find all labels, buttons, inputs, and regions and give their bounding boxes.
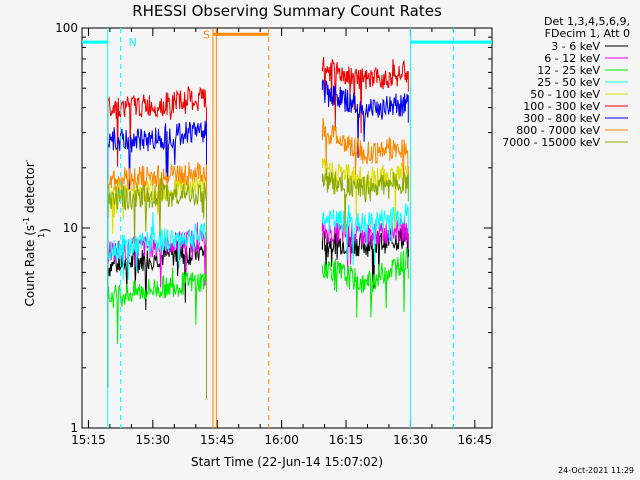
y-tick-label: 100 — [55, 21, 78, 35]
timestamp: 24-Oct-2021 11:29 — [558, 466, 634, 475]
legend-label-9: 7000 - 15000 keV — [502, 136, 600, 149]
x-tick-label: 15:30 — [136, 433, 171, 447]
legend-label-5: 50 - 100 keV — [530, 88, 600, 101]
saa-flag-label: S — [203, 28, 210, 41]
x-tick-label: 16:00 — [264, 433, 299, 447]
x-tick-label: 16:45 — [458, 433, 493, 447]
legend-header-2: FDecim 1, Att 0 — [545, 27, 630, 40]
series-line-3 — [107, 246, 409, 399]
legend-label-4: 25 - 50 keV — [537, 76, 600, 89]
y-axis-label-mid: detector — [23, 162, 37, 217]
night-flag-label: N — [129, 36, 137, 49]
x-tick-label: 16:15 — [329, 433, 364, 447]
series-line-7 — [107, 79, 409, 399]
legend-label-7: 300 - 800 keV — [523, 112, 600, 125]
x-tick-label: 15:45 — [200, 433, 235, 447]
x-tick-label: 16:30 — [393, 433, 428, 447]
legend-label-1: 3 - 6 keV — [551, 40, 600, 53]
y-tick-label: 10 — [63, 221, 78, 235]
x-tick-label: 15:15 — [71, 433, 106, 447]
x-axis-label: Start Time (22-Jun-14 15:07:02) — [191, 455, 383, 469]
series-line-4 — [107, 203, 409, 399]
legend-label-6: 100 - 300 keV — [523, 100, 600, 113]
series-line-9 — [107, 167, 409, 399]
y-axis-label: Count Rate (s-1 detector-1) — [22, 158, 52, 308]
legend-label-8: 800 - 7000 keV — [516, 124, 600, 137]
series-line-6 — [107, 56, 409, 399]
y-tick-label: 1 — [70, 421, 78, 435]
chart-title: RHESSI Observing Summary Count Rates — [132, 2, 442, 20]
legend-label-3: 12 - 25 keV — [537, 64, 600, 77]
legend-label-2: 6 - 12 keV — [544, 52, 600, 65]
plot-frame — [81, 27, 493, 429]
y-axis-label-main: Count Rate (s — [23, 224, 37, 307]
legend-header-1: Det 1,3,4,5,6,9, — [544, 15, 630, 28]
series-line-8 — [107, 117, 409, 399]
y-axis-label-end: ) — [38, 228, 52, 233]
y-axis-label-sup1: -1 — [22, 216, 31, 225]
